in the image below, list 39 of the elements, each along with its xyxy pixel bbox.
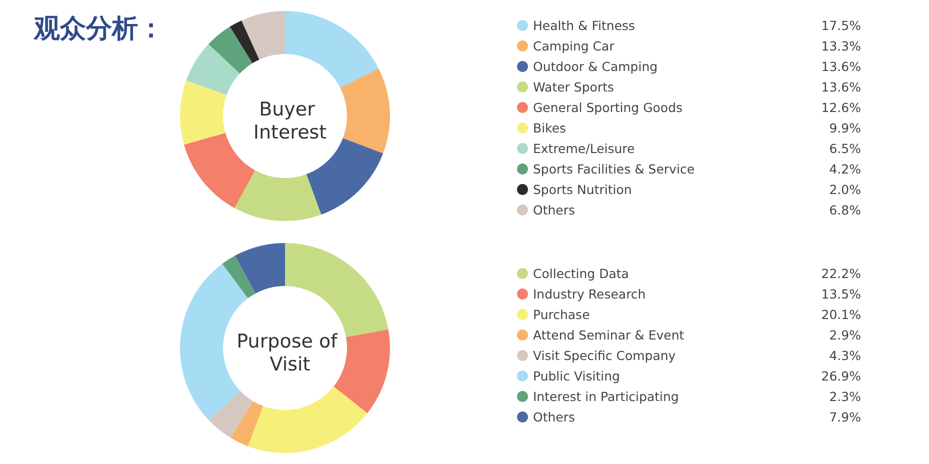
- legend-label: Visit Specific Company: [533, 348, 676, 363]
- data-label: 13.3%: [821, 38, 862, 54]
- data-label: 12.6%: [821, 100, 862, 115]
- text: Purpose of Visit: [236, 330, 344, 376]
- legend-label: Outdoor & Camping: [533, 59, 658, 74]
- data-label: 13.6%: [821, 59, 862, 74]
- legend-label: Sports Nutrition: [533, 182, 632, 197]
- data-label: 9.9%: [829, 120, 862, 136]
- data-label: 4.2%: [829, 162, 862, 176]
- data-label: 2.3%: [829, 389, 862, 404]
- legend-label: Collecting Data: [533, 266, 629, 281]
- legend-label: Interest in Participating: [533, 389, 679, 404]
- data-label: 2.0%: [829, 182, 862, 197]
- data-label: 26.9%: [821, 368, 862, 384]
- legend-label: Industry Research: [533, 286, 646, 302]
- data-label: 7.9%: [829, 410, 862, 424]
- data-label: 13.5%: [821, 286, 862, 302]
- legend-label: Purchase: [533, 307, 590, 322]
- data-label: 20.1%: [821, 307, 862, 322]
- legend-label: Others: [533, 410, 576, 424]
- data-label: 4.3%: [829, 348, 862, 363]
- legend-label: Health & Fitness: [533, 18, 636, 33]
- legend-label: Extreme/Leisure: [533, 141, 636, 156]
- data-label: 2.9%: [829, 328, 862, 342]
- legend-label: General Sporting Goods: [533, 100, 683, 115]
- data-label: 6.8%: [829, 202, 862, 218]
- legend-label: Water Sports: [533, 80, 614, 94]
- legend-label: Bikes: [533, 120, 566, 136]
- text: Buyer Interest: [253, 98, 327, 144]
- data-label: 22.2%: [821, 266, 862, 281]
- data-label: 13.6%: [821, 80, 862, 94]
- legend-label: Camping Car: [533, 38, 616, 54]
- legend-label: Public Visiting: [533, 368, 620, 384]
- data-label: 17.5%: [821, 18, 862, 33]
- data-label: 6.5%: [829, 141, 862, 156]
- legend-label: Sports Facilities & Service: [533, 162, 695, 176]
- legend-label: Attend Seminar & Event: [533, 328, 684, 342]
- legend-label: Others: [533, 202, 576, 218]
- text: 观众分析：: [33, 14, 164, 44]
